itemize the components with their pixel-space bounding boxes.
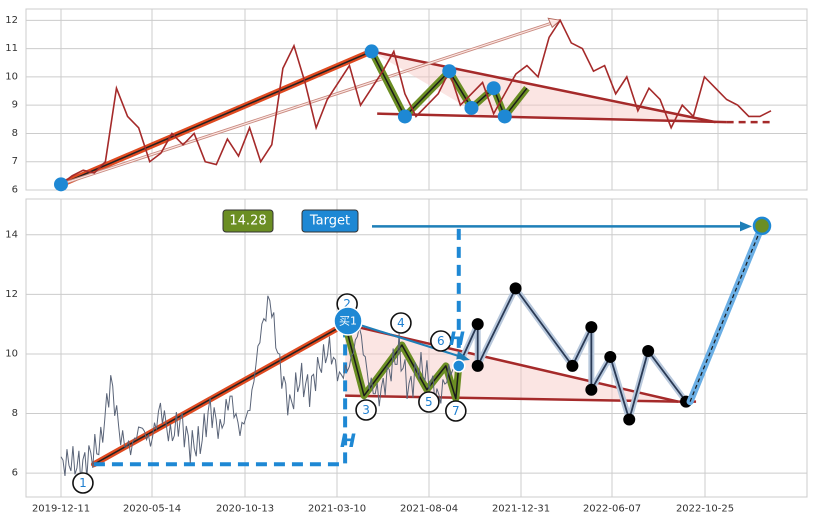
top-pivot-marker: [442, 64, 457, 79]
bottom-y-axis: 6 8 10 12 14: [5, 229, 18, 478]
height-label-lower: H: [340, 430, 356, 452]
bottom-x-tick-label: 2020-05-14: [123, 504, 181, 515]
height-label-upper: H: [449, 328, 465, 350]
top-y-tick-label: 9: [12, 100, 18, 111]
top-y-tick-label: 6: [12, 185, 18, 196]
bottom-plot-area: [25, 198, 808, 498]
target-label-text: Target: [309, 214, 350, 229]
pivot-number-label: 1: [79, 476, 87, 490]
projection-pivot-marker: [509, 282, 522, 295]
buy-arrow: [359, 324, 466, 359]
pivot-number-circle: [72, 472, 94, 494]
projection-pivot-marker: [585, 383, 598, 396]
top-pivot-marker: [497, 109, 512, 124]
top-y-tick-label: 7: [12, 156, 18, 167]
pivot-number-circle: [445, 400, 467, 422]
bottom-x-tick-label: 2022-10-25: [676, 504, 734, 515]
pivot-number-circle: [355, 399, 377, 421]
buy-marker: 买1: [333, 306, 363, 336]
bottom-x-tick-label: 2021-12-31: [492, 504, 550, 515]
pivot-number-label: 3: [362, 403, 370, 417]
target-value-box-bg: [222, 209, 274, 233]
top-price-series: [60, 18, 772, 185]
top-y-tick-label: 8: [12, 128, 18, 139]
pivot-number-label: 4: [397, 316, 405, 330]
bottom-y-tick-label: 6: [12, 468, 18, 479]
target-level-arrowhead: [740, 221, 752, 232]
breakout-point-marker: [452, 359, 466, 373]
top-plot-area: [25, 8, 808, 191]
bottom-annotations: 1 2 3 4 5 6 7: [72, 216, 772, 494]
top-pivot-marker: [364, 44, 379, 59]
buy-arrowhead: [456, 351, 470, 361]
bottom-x-tick-label: 2020-10-13: [216, 504, 274, 515]
top-y-axis: 6 7 8 9 10 11 12: [5, 15, 18, 196]
bottom-zigzag-inner: [344, 323, 460, 400]
top-y-tick-label: 11: [5, 43, 18, 54]
buy-marker-label: 买1: [339, 315, 357, 328]
bottom-gridlines: [26, 199, 807, 497]
top-y-tick-label: 12: [5, 15, 18, 26]
projection-pivot-marker: [623, 413, 636, 426]
bottom-y-tick-label: 12: [5, 289, 18, 300]
bottom-y-tick-label: 10: [5, 348, 18, 359]
bottom-x-tick-label: 2021-08-04: [400, 504, 458, 515]
projection-pivot-marker: [642, 344, 655, 357]
projection-pivot-marker: [604, 350, 617, 363]
top-y-tick-label: 10: [5, 71, 18, 82]
bottom-x-tick-label: 2022-06-07: [583, 504, 641, 515]
target-label-box-bg: [301, 209, 359, 233]
projection-pivot-marker: [585, 321, 598, 334]
target-value-text: 14.28: [229, 214, 266, 229]
bottom-rise-line-inner: [93, 323, 346, 465]
target-value-box: 14.28: [222, 209, 274, 233]
bottom-x-axis: 2019-12-11 2020-05-14 2020-10-13 2021-03-10…: [32, 504, 734, 515]
pivot-number-label: 7: [452, 404, 460, 418]
projection-pivot-marker: [471, 318, 484, 331]
top-gridlines: [26, 9, 807, 191]
bottom-price-line: [60, 295, 460, 484]
pivot-number-circle: [430, 330, 452, 352]
top-pivot-marker: [486, 81, 501, 96]
projection-pivot-marker: [471, 359, 484, 372]
bottom-y-tick-label: 8: [12, 408, 18, 419]
bottom-x-tick-label: 2021-03-10: [308, 504, 366, 515]
buy-marker-circle: [333, 306, 363, 336]
bottom-x-tick-label: 2019-12-11: [32, 504, 90, 515]
pivot-number-circle: [390, 312, 412, 334]
pivot-number-label: 5: [425, 395, 433, 409]
projection-pivot-marker: [566, 359, 579, 372]
height-measure-lower: [93, 324, 348, 467]
top-rise-line-inner: [60, 50, 372, 186]
target-breakout-line-inner: [689, 225, 763, 402]
top-pivot-marker: [397, 109, 412, 124]
bottom-y-tick-label: 14: [5, 229, 18, 240]
top-projection-arrowhead: [547, 17, 562, 29]
bottom-price-series: [60, 295, 460, 484]
top-chart-panel: 6 7 8 9 10 11 12: [5, 8, 808, 196]
top-pattern-markers: [54, 44, 512, 192]
target-endpoint-marker: [752, 216, 772, 236]
top-pivot-marker: [54, 177, 68, 192]
top-price-line: [60, 18, 772, 185]
top-pivot-marker: [464, 100, 479, 115]
pivot-number-label: 2: [343, 297, 351, 311]
pivot-number-label: 6: [437, 334, 445, 348]
target-label-box: Target: [301, 209, 359, 233]
pivot-number-circle: [418, 391, 440, 413]
